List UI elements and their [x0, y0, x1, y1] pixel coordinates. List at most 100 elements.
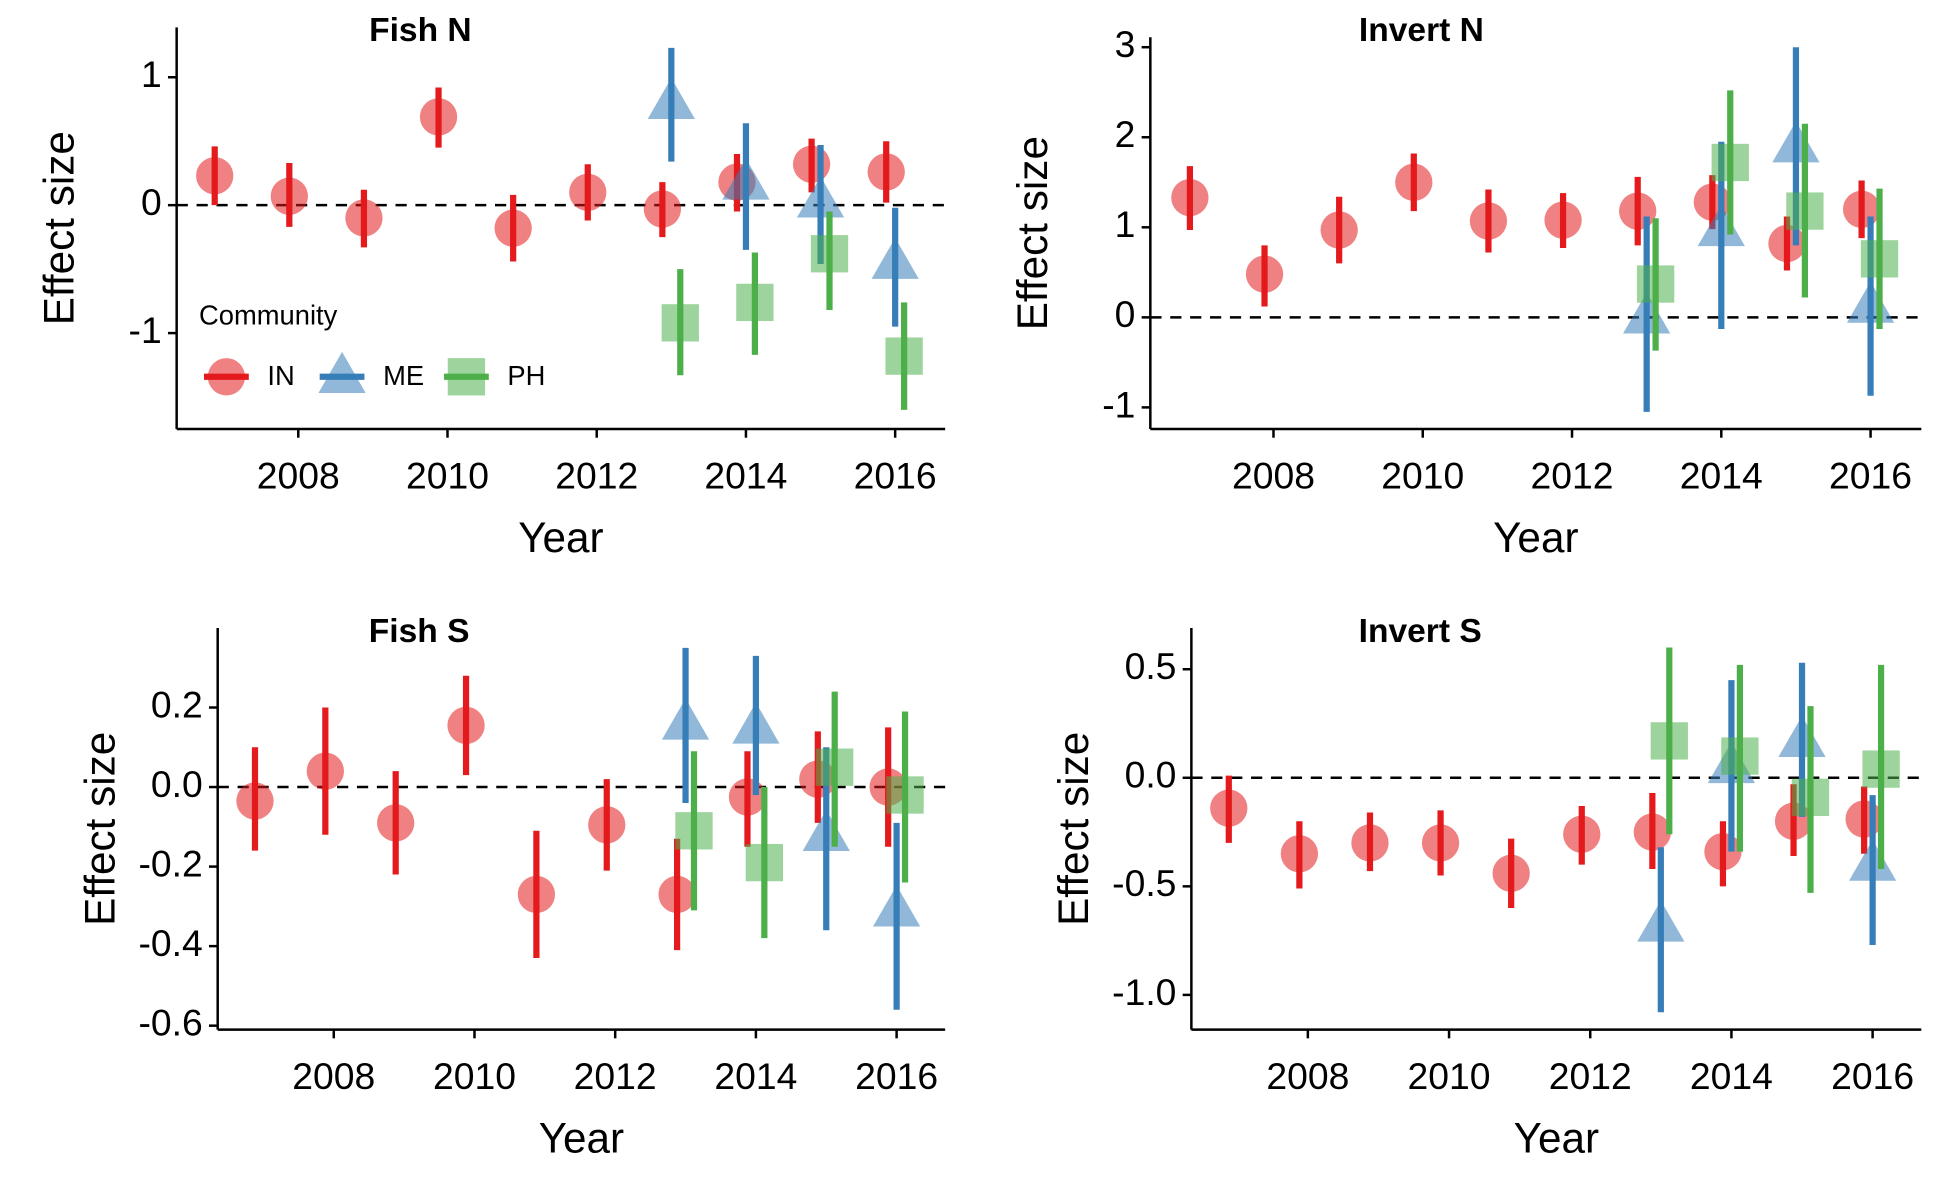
x-tick-label: 2012 [1549, 1055, 1632, 1097]
series [196, 87, 905, 262]
panel-title: Fish N [369, 12, 472, 49]
y-tick-label: 0.5 [1125, 645, 1177, 687]
point [796, 176, 845, 218]
point [802, 809, 850, 851]
x-tick-label: 2008 [292, 1055, 375, 1097]
x-tick-label: 2014 [1690, 1055, 1773, 1097]
point [1395, 163, 1433, 201]
x-axis-title: Year [539, 1115, 624, 1162]
y-axis-title: Effect size [1050, 732, 1097, 926]
y-tick-label: -0.2 [138, 842, 202, 884]
panel: -1.0 -0.5 0.0 0.5 2008 2010 2012 2014 2016 Year Ef… [1050, 613, 1922, 1162]
y-tick-label: -1.0 [1112, 971, 1176, 1013]
point [1697, 205, 1745, 247]
point [871, 237, 919, 279]
y-axis-title: Effect size [76, 732, 123, 926]
point [736, 283, 774, 322]
point [1320, 211, 1358, 249]
point [886, 776, 924, 814]
point [1778, 716, 1826, 758]
point [810, 235, 849, 273]
y-tick-label: -1 [129, 309, 162, 351]
point [792, 145, 831, 183]
x-tick-label: 2008 [1266, 1055, 1349, 1097]
x-tick-label: 2010 [406, 455, 489, 497]
point [196, 157, 234, 195]
x-tick-label: 2012 [555, 455, 638, 497]
point [1636, 265, 1675, 303]
y-tick-label: 0.2 [151, 683, 203, 725]
x-tick-label: 2016 [1829, 455, 1912, 497]
point [1351, 824, 1389, 862]
point [1619, 192, 1657, 230]
x-tick-label: 2016 [1831, 1055, 1914, 1097]
y-tick-label: 0.0 [1125, 754, 1177, 796]
series [647, 47, 919, 327]
legend-key [447, 358, 486, 396]
y-tick-label: -0.5 [1112, 862, 1176, 904]
panel-title: Invert N [1359, 12, 1484, 49]
y-tick-label: -0.4 [138, 922, 202, 964]
x-tick-label: 2012 [574, 1055, 657, 1097]
point [885, 337, 923, 375]
panel-title: Invert S [1359, 613, 1482, 650]
x-axis-title: Year [1493, 514, 1578, 561]
point [270, 177, 308, 215]
series [1650, 647, 1900, 893]
point [1171, 178, 1209, 217]
point [732, 702, 780, 744]
point [1721, 737, 1759, 775]
point [306, 752, 344, 790]
y-tick-label: 0 [1115, 293, 1136, 335]
series [675, 691, 924, 939]
point [816, 748, 854, 786]
point [1846, 281, 1895, 323]
x-tick-label: 2014 [714, 1055, 797, 1097]
point [1704, 832, 1742, 871]
point [494, 209, 532, 247]
y-tick-label: -1 [1102, 383, 1135, 425]
x-tick-label: 2016 [854, 455, 937, 497]
point [745, 843, 783, 882]
series [1637, 662, 1897, 1013]
point [661, 698, 710, 740]
point [345, 199, 383, 237]
point [1842, 190, 1881, 228]
y-tick-label: 1 [1115, 203, 1136, 245]
x-tick-label: 2014 [1680, 455, 1763, 497]
legend-title: Community [199, 299, 338, 330]
y-tick-label: 0 [141, 181, 162, 223]
legend: Community IN ME PH [199, 299, 545, 396]
y-tick-label: 3 [1115, 23, 1136, 65]
point [722, 158, 770, 200]
point [1637, 900, 1685, 942]
panel-title: Fish S [369, 613, 470, 650]
point [1245, 255, 1284, 293]
panel: -1 0 1 2008 2010 2012 2014 2016 Year Effect size F… [35, 12, 946, 561]
series [661, 211, 923, 410]
panel: -0.6 -0.4 -0.2 0.0 0.2 2008 2010 2012 2014 2016 Ye… [76, 613, 946, 1162]
y-axis-title: Effect size [35, 131, 82, 325]
point [1563, 815, 1601, 853]
series [1210, 775, 1883, 909]
y-axis-title: Effect size [1009, 136, 1056, 330]
point [1469, 202, 1508, 240]
point [661, 304, 699, 342]
point [872, 885, 921, 927]
point [1862, 750, 1900, 788]
point [1650, 722, 1688, 760]
point [658, 875, 696, 914]
point [1772, 121, 1820, 163]
point [1633, 813, 1672, 851]
series [1623, 47, 1895, 412]
y-tick-label: 0.0 [151, 763, 203, 805]
x-tick-label: 2010 [1381, 455, 1464, 497]
series [1171, 153, 1881, 307]
x-axis-title: Year [518, 514, 603, 561]
point [1845, 800, 1883, 838]
legend-label: PH [507, 360, 545, 391]
x-tick-label: 2014 [704, 455, 787, 497]
point [447, 706, 485, 745]
point [1210, 789, 1248, 827]
